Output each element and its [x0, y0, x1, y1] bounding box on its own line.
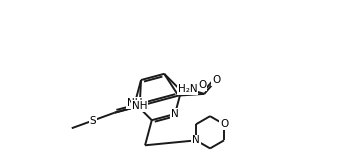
- Text: S: S: [89, 116, 96, 126]
- Text: O: O: [212, 75, 220, 85]
- Text: O: O: [220, 119, 228, 129]
- Text: NH: NH: [127, 98, 143, 108]
- Text: H₂N: H₂N: [178, 84, 197, 94]
- Text: N: N: [192, 135, 200, 145]
- Text: O: O: [198, 80, 207, 90]
- Text: N: N: [171, 109, 179, 119]
- Text: NH: NH: [132, 101, 147, 111]
